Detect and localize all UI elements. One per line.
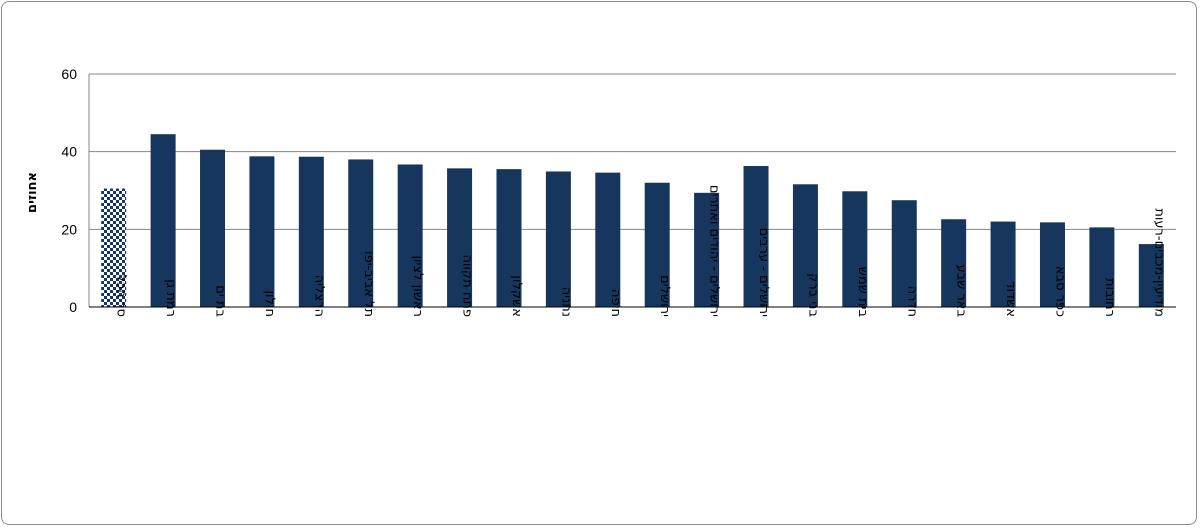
bar [496, 169, 522, 307]
bar [694, 192, 720, 307]
category-label: חדרה [904, 286, 919, 317]
category-label: ירושלים [657, 275, 672, 317]
bar [150, 134, 176, 307]
bar [792, 184, 818, 307]
category-label: אשדוד [1003, 281, 1018, 317]
bar [644, 182, 670, 307]
category-label: באר שבע [954, 264, 969, 317]
bar [1138, 244, 1164, 307]
category-label: רחובות [1102, 278, 1117, 317]
category-label: תל אביב-יפו [361, 251, 376, 317]
category-label: סך הכל [114, 275, 129, 317]
category-label: חיפה [608, 289, 623, 317]
category-label: כפר סבא [1052, 266, 1067, 317]
category-label: ירושלים - ערבים [756, 228, 771, 317]
category-label: בת ים [213, 285, 228, 317]
bar [990, 221, 1016, 307]
category-label: ירושלים - יהודים ואחרים [707, 185, 722, 317]
bar [1089, 227, 1115, 307]
y-tick-label: 40 [61, 144, 77, 160]
category-label: אשקלון [509, 275, 524, 317]
category-label: מודיעין-מכבים-רעות [1151, 208, 1166, 317]
bar [1039, 222, 1065, 307]
category-label: פתח תקווה [460, 254, 475, 317]
bar [595, 172, 621, 307]
bar [842, 191, 868, 307]
y-tick-label: 0 [69, 299, 77, 315]
y-tick-label: 20 [61, 221, 77, 237]
bar [397, 164, 423, 307]
bar [545, 171, 571, 307]
category-label: חולון [262, 290, 277, 317]
bar [891, 200, 917, 307]
bar [249, 156, 275, 307]
category-label: רמת גן [163, 279, 178, 317]
bar [298, 156, 324, 307]
bar [348, 159, 374, 307]
category-label: נתניה [558, 287, 573, 317]
bar [101, 188, 127, 307]
y-axis-title: אחוזים [25, 172, 40, 213]
y-tick-label: 60 [61, 66, 77, 82]
category-label: ראשון לציון [410, 255, 425, 317]
bar [200, 149, 226, 307]
category-label: בית שמש [855, 267, 870, 317]
category-label: בני ברק [805, 273, 820, 317]
bar [941, 219, 967, 307]
bar [447, 168, 473, 307]
category-label: הרצליה [311, 275, 326, 317]
bar [743, 166, 769, 307]
